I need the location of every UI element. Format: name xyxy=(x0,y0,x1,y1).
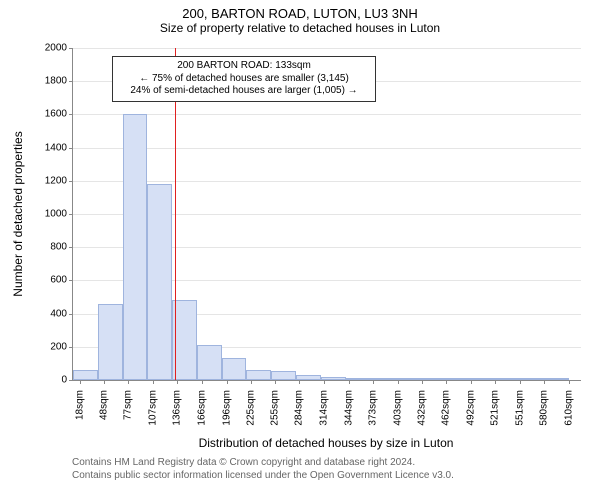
x-tick-label: 610sqm xyxy=(563,390,574,426)
x-tick xyxy=(349,380,350,384)
x-tick xyxy=(128,380,129,384)
y-tick-label: 1400 xyxy=(35,142,67,153)
histogram-bar xyxy=(395,378,420,380)
footer-line-1: Contains HM Land Registry data © Crown c… xyxy=(72,456,454,469)
gridline xyxy=(73,114,581,115)
x-tick-label: 373sqm xyxy=(367,390,378,426)
y-tick xyxy=(69,314,73,315)
x-tick-label: 344sqm xyxy=(343,390,354,426)
x-tick-label: 136sqm xyxy=(172,390,183,426)
x-tick-label: 314sqm xyxy=(319,390,330,426)
page-root: { "header": { "title": "200, BARTON ROAD… xyxy=(0,0,600,500)
y-tick xyxy=(69,81,73,82)
x-tick-label: 166sqm xyxy=(196,390,207,426)
x-tick-label: 18sqm xyxy=(74,390,85,420)
x-tick xyxy=(422,380,423,384)
x-tick-label: 551sqm xyxy=(514,390,525,426)
histogram-bar xyxy=(98,304,123,380)
y-tick-label: 1200 xyxy=(35,175,67,186)
y-tick xyxy=(69,181,73,182)
annotation-line-3: 24% of semi-detached houses are larger (… xyxy=(119,85,369,98)
x-tick xyxy=(495,380,496,384)
x-tick xyxy=(471,380,472,384)
x-tick xyxy=(275,380,276,384)
x-tick xyxy=(544,380,545,384)
chart-title: 200, BARTON ROAD, LUTON, LU3 3NH xyxy=(0,0,600,21)
y-tick xyxy=(69,280,73,281)
x-tick xyxy=(324,380,325,384)
y-axis-label: Number of detached properties xyxy=(11,131,25,296)
x-tick xyxy=(569,380,570,384)
annotation-line-1: 200 BARTON ROAD: 133sqm xyxy=(119,60,369,73)
y-tick-label: 2000 xyxy=(35,43,67,54)
x-tick-label: 107sqm xyxy=(148,390,159,426)
x-tick xyxy=(177,380,178,384)
x-tick-label: 521sqm xyxy=(490,390,501,426)
x-tick-label: 403sqm xyxy=(392,390,403,426)
histogram-bar xyxy=(197,345,222,380)
x-tick-label: 77sqm xyxy=(123,390,134,420)
x-tick-label: 225sqm xyxy=(245,390,256,426)
annotation-box: 200 BARTON ROAD: 133sqm ← 75% of detache… xyxy=(112,56,376,102)
annotation-line-2: ← 75% of detached houses are smaller (3,… xyxy=(119,73,369,86)
y-tick xyxy=(69,114,73,115)
x-tick xyxy=(299,380,300,384)
x-tick xyxy=(227,380,228,384)
x-tick xyxy=(153,380,154,384)
histogram-bar xyxy=(469,378,494,380)
y-tick xyxy=(69,214,73,215)
histogram-bar xyxy=(494,378,519,380)
histogram-bar xyxy=(544,378,569,380)
y-tick xyxy=(69,380,73,381)
histogram-bar xyxy=(73,370,98,380)
histogram-bar xyxy=(420,378,445,380)
x-tick-label: 255sqm xyxy=(270,390,281,426)
x-tick xyxy=(251,380,252,384)
y-tick-label: 0 xyxy=(35,375,67,386)
footer-attribution: Contains HM Land Registry data © Crown c… xyxy=(72,456,454,482)
x-tick xyxy=(398,380,399,384)
gridline xyxy=(73,181,581,182)
chart-subtitle: Size of property relative to detached ho… xyxy=(0,21,600,35)
x-tick xyxy=(520,380,521,384)
y-tick xyxy=(69,347,73,348)
x-tick xyxy=(446,380,447,384)
histogram-bar xyxy=(519,378,544,380)
footer-line-2: Contains public sector information licen… xyxy=(72,469,454,482)
y-tick-label: 1600 xyxy=(35,109,67,120)
gridline xyxy=(73,48,581,49)
y-tick xyxy=(69,148,73,149)
x-tick-label: 48sqm xyxy=(99,390,110,420)
y-tick-label: 600 xyxy=(35,275,67,286)
x-tick xyxy=(202,380,203,384)
y-tick-label: 400 xyxy=(35,308,67,319)
x-tick xyxy=(80,380,81,384)
histogram-bar xyxy=(445,378,470,380)
x-tick-label: 580sqm xyxy=(538,390,549,426)
y-tick-label: 1000 xyxy=(35,209,67,220)
histogram-bar xyxy=(222,358,247,380)
histogram-bar xyxy=(246,370,271,380)
x-tick-label: 492sqm xyxy=(466,390,477,426)
y-tick xyxy=(69,247,73,248)
x-tick-label: 432sqm xyxy=(416,390,427,426)
x-axis-label: Distribution of detached houses by size … xyxy=(199,436,454,450)
gridline xyxy=(73,148,581,149)
x-tick xyxy=(373,380,374,384)
x-tick xyxy=(104,380,105,384)
x-tick-label: 462sqm xyxy=(441,390,452,426)
histogram-bar xyxy=(370,378,395,380)
histogram-bar xyxy=(271,371,296,380)
x-tick-label: 196sqm xyxy=(221,390,232,426)
x-tick-label: 284sqm xyxy=(294,390,305,426)
y-tick-label: 1800 xyxy=(35,76,67,87)
histogram-bar xyxy=(123,114,148,380)
y-tick-label: 800 xyxy=(35,242,67,253)
histogram-bar xyxy=(147,184,172,380)
y-tick xyxy=(69,48,73,49)
y-tick-label: 200 xyxy=(35,341,67,352)
